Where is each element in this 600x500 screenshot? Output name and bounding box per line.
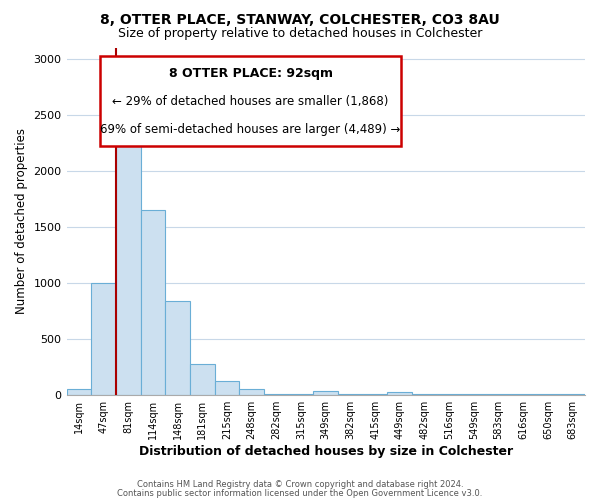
Bar [190, 364, 215, 394]
Bar [91, 282, 116, 395]
Bar [116, 118, 140, 394]
Y-axis label: Number of detached properties: Number of detached properties [15, 128, 28, 314]
Text: ← 29% of detached houses are smaller (1,868): ← 29% of detached houses are smaller (1,… [112, 95, 389, 108]
Text: 8, OTTER PLACE, STANWAY, COLCHESTER, CO3 8AU: 8, OTTER PLACE, STANWAY, COLCHESTER, CO3… [100, 12, 500, 26]
Text: 69% of semi-detached houses are larger (4,489) →: 69% of semi-detached houses are larger (… [100, 122, 401, 136]
Bar [215, 382, 239, 394]
X-axis label: Distribution of detached houses by size in Colchester: Distribution of detached houses by size … [139, 444, 513, 458]
Text: Contains HM Land Registry data © Crown copyright and database right 2024.: Contains HM Land Registry data © Crown c… [137, 480, 463, 489]
FancyBboxPatch shape [100, 56, 401, 146]
Text: Contains public sector information licensed under the Open Government Licence v3: Contains public sector information licen… [118, 488, 482, 498]
Bar [140, 210, 165, 394]
Text: Size of property relative to detached houses in Colchester: Size of property relative to detached ho… [118, 28, 482, 40]
Bar [313, 391, 338, 394]
Bar [165, 301, 190, 394]
Bar [67, 388, 91, 394]
Bar [388, 392, 412, 394]
Text: 8 OTTER PLACE: 92sqm: 8 OTTER PLACE: 92sqm [169, 67, 332, 80]
Bar [239, 389, 264, 394]
